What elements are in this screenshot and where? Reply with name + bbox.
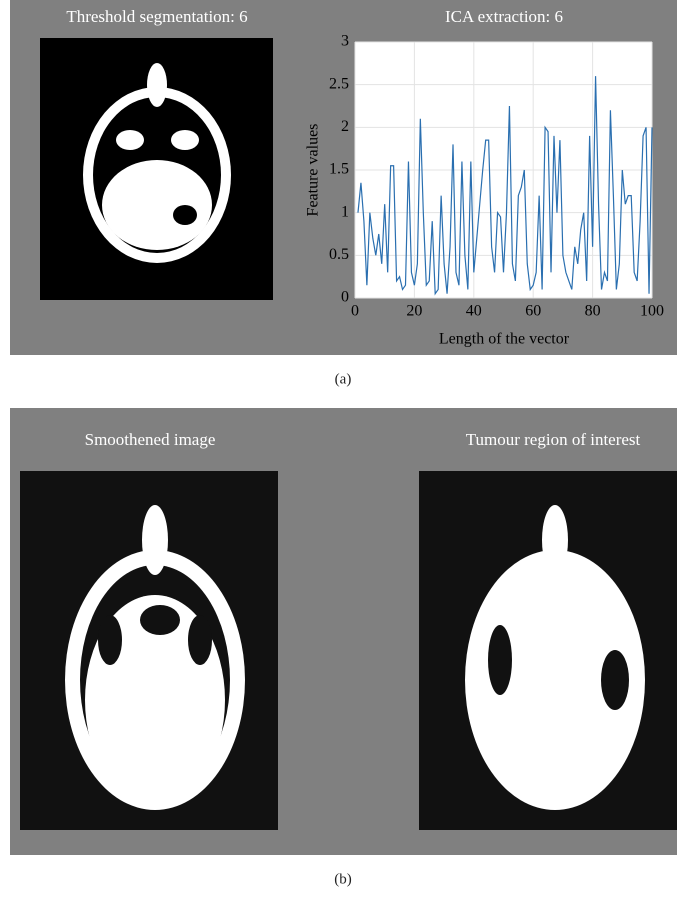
image-title: Smoothened image: [85, 430, 216, 449]
data-line: [357, 76, 653, 296]
x-tick-label: 60: [525, 303, 541, 320]
y-tick-label: 3: [341, 33, 349, 50]
x-tick-label: 20: [406, 303, 422, 320]
x-tick-label: 80: [585, 303, 601, 320]
x-tick-label: 40: [466, 303, 482, 320]
panel-label: (a): [335, 371, 352, 387]
y-tick-label: 2: [341, 118, 349, 135]
y-tick-label: 1: [341, 203, 349, 220]
y-tick-label: 2.5: [329, 75, 349, 92]
chart-title: ICA extraction: 6: [445, 7, 563, 26]
panel-label: (b): [334, 871, 352, 887]
x-tick-label: 100: [640, 303, 664, 320]
x-axis-label: Length of the vector: [439, 331, 570, 348]
image-title: Tumour region of interest: [466, 430, 641, 449]
y-tick-label: 1.5: [329, 161, 349, 178]
x-tick-label: 0: [351, 303, 359, 320]
brain-scan: [465, 505, 645, 810]
y-axis-label: Feature values: [305, 124, 322, 217]
brain-scan: [83, 63, 231, 263]
brain-scan: [65, 505, 245, 810]
y-tick-label: 0.5: [329, 246, 349, 263]
plot: 0 0.5 1 1.5 2 2.5 3 0 20 40 60 80 100: [329, 33, 664, 320]
image-title: Threshold segmentation: 6: [66, 7, 247, 26]
y-tick-label: 0: [341, 289, 349, 306]
